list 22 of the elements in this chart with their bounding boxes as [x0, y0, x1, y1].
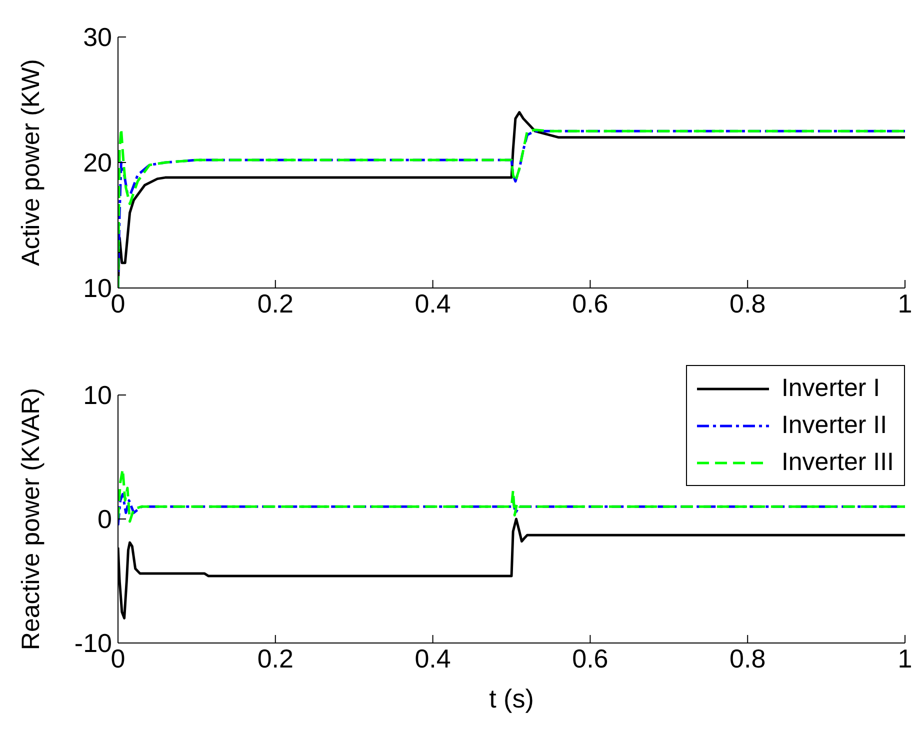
x-tick-label: 0.8: [730, 288, 766, 318]
y-tick-label: 10: [83, 380, 112, 410]
y-tick-label: 20: [83, 148, 112, 178]
x-axis-title: t (s): [489, 683, 534, 714]
y-tick-label: 30: [83, 22, 112, 52]
x-tick-label: 0.6: [572, 288, 608, 318]
legend-label: Inverter II: [781, 411, 888, 440]
x-tick-label: 0.6: [572, 643, 608, 674]
x-tick-label: 0.4: [414, 643, 451, 674]
y-axis-title: Reactive power (KVAR): [16, 388, 45, 650]
legend-label: Inverter III: [781, 448, 894, 477]
y-tick-label: 10: [83, 273, 112, 304]
x-tick-label: 0.2: [257, 288, 294, 318]
x-tick-label: 0.2: [257, 643, 294, 674]
legend-label: Inverter I: [781, 374, 880, 403]
x-tick-label: 1: [898, 643, 912, 674]
x-tick-label: 1: [898, 288, 912, 318]
y-axis-title: Active power (KW): [16, 59, 45, 266]
y-tick-label: 0: [98, 504, 112, 534]
x-tick-label: 0.8: [730, 643, 766, 674]
y-tick-label: -10: [74, 628, 112, 658]
x-tick-label: 0.4: [414, 288, 451, 318]
